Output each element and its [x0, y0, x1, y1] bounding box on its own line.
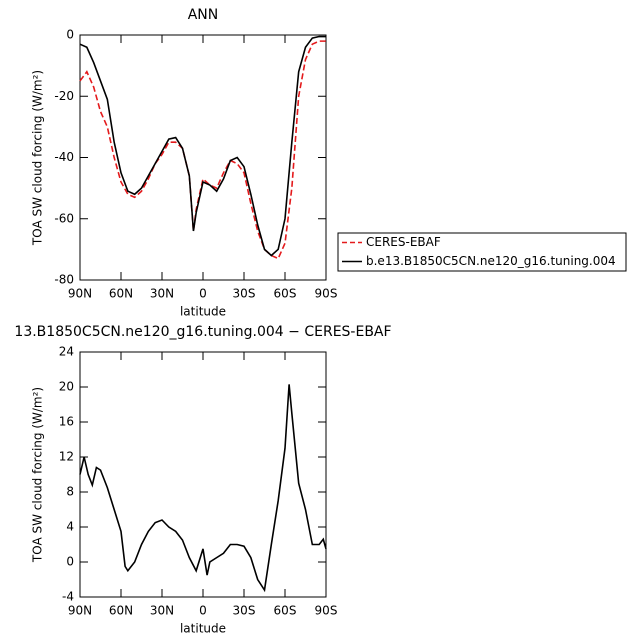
y-tick-label: 8	[66, 485, 74, 499]
y-axis-label: TOA SW cloud forcing (W/m²)	[31, 70, 45, 246]
y-tick-label: 12	[59, 450, 74, 464]
x-axis-label: latitude	[180, 305, 226, 319]
x-tick-label: 90N	[68, 287, 92, 301]
y-tick-label: -80	[54, 273, 74, 287]
y-tick-label: -20	[54, 89, 74, 103]
x-tick-label: 30N	[150, 604, 174, 618]
y-tick-label: 20	[59, 380, 74, 394]
x-tick-label: 90S	[315, 604, 338, 618]
y-axis-label: TOA SW cloud forcing (W/m²)	[31, 387, 45, 563]
y-tick-label: 24	[59, 345, 74, 359]
x-tick-label: 0	[199, 604, 207, 618]
x-tick-label: 90S	[315, 287, 338, 301]
legend-label: b.e13.B1850C5CN.ne120_g16.tuning.004	[366, 254, 616, 268]
y-tick-label: 0	[66, 555, 74, 569]
legend-box	[337, 232, 627, 272]
data-line	[79, 40, 326, 260]
x-tick-label: 60N	[109, 604, 133, 618]
x-tick-label: 30S	[233, 604, 256, 618]
y-tick-label: 4	[66, 520, 74, 534]
plot-frame	[79, 34, 327, 281]
x-tick-label: 30S	[233, 287, 256, 301]
x-tick-label: 30N	[150, 287, 174, 301]
x-axis-label: latitude	[180, 622, 226, 636]
y-tick-label: -40	[54, 150, 74, 164]
x-tick-label: 60S	[274, 604, 297, 618]
x-tick-label: 90N	[68, 604, 92, 618]
chart-title: 13.B1850C5CN.ne120_g16.tuning.004 − CERE…	[14, 324, 391, 340]
y-tick-label: -60	[54, 211, 74, 225]
x-tick-label: 60N	[109, 287, 133, 301]
x-tick-label: 0	[199, 287, 207, 301]
y-tick-label: 0	[66, 28, 74, 42]
chart-title: ANN	[188, 7, 219, 23]
data-line	[79, 35, 326, 257]
y-tick-label: -4	[62, 590, 74, 604]
x-tick-label: 60S	[274, 287, 297, 301]
y-tick-label: 16	[59, 415, 74, 429]
data-line	[79, 384, 327, 593]
legend-label: CERES-EBAF	[366, 235, 441, 249]
